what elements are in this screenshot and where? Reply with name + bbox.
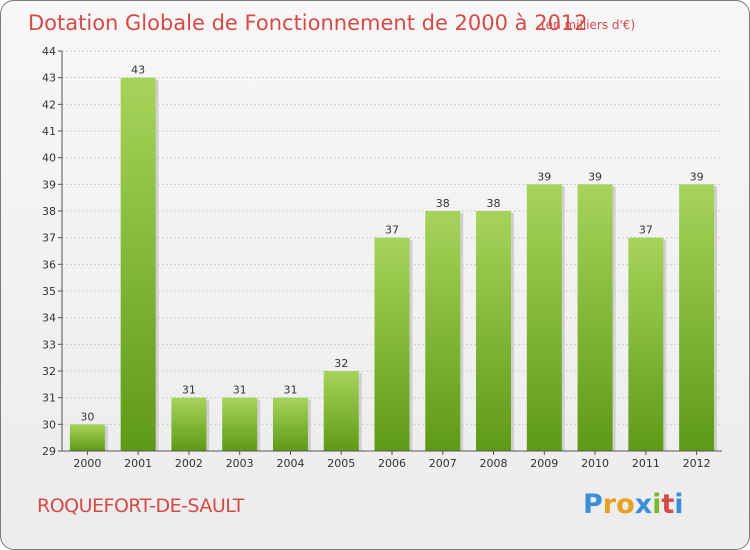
logo-letter: t: [661, 489, 675, 520]
y-tick-label: 29: [42, 445, 56, 458]
y-tick-label: 34: [42, 312, 56, 325]
logo-letter: P: [583, 489, 603, 520]
value-label: 32: [334, 357, 348, 370]
value-label: 31: [233, 384, 247, 397]
logo-letter: o: [616, 489, 635, 520]
logo-letter: x: [634, 489, 653, 520]
bar-layer: 30 43 31 31 31 32 37 38 38 39 39 37 39: [69, 64, 718, 452]
value-label: 39: [690, 170, 704, 183]
bar-2007: [425, 211, 461, 451]
bar-2001: [120, 77, 156, 452]
bar-2012: [679, 184, 715, 452]
y-tick-label: 37: [42, 232, 56, 245]
axis-layer: 29 30 31 32 33 34 35 36 37 38 39 40 41 42 43 44 2000 2001…: [42, 45, 722, 470]
value-label: 30: [80, 410, 94, 423]
proxiti-logo[interactable]: Proxiti: [583, 489, 684, 520]
x-tick-label: 2002: [175, 457, 203, 470]
value-label: 38: [487, 197, 501, 210]
y-tick-label: 38: [42, 205, 56, 218]
value-label: 39: [588, 170, 602, 183]
x-tick-label: 2004: [276, 457, 304, 470]
value-label: 39: [537, 170, 551, 183]
x-tick-label: 2011: [632, 457, 660, 470]
bar-2000: [69, 424, 105, 451]
x-tick-label: 2009: [530, 457, 558, 470]
value-label: 37: [639, 224, 653, 237]
bar-2011: [628, 237, 664, 451]
chart-title: Dotation Globale de Fonctionnement de 20…: [28, 11, 588, 35]
bar-2009: [526, 184, 562, 452]
x-tick-label: 2001: [124, 457, 152, 470]
y-tick-label: 31: [42, 392, 56, 405]
y-tick-label: 35: [42, 285, 56, 298]
value-label: 37: [385, 224, 399, 237]
y-tick-label: 43: [42, 72, 56, 85]
x-tick-label: 2010: [581, 457, 609, 470]
y-tick-label: 39: [42, 178, 56, 191]
y-tick-label: 40: [42, 152, 56, 165]
y-tick-label: 30: [42, 418, 56, 431]
bar-2008: [476, 211, 512, 451]
y-tick-label: 44: [42, 45, 56, 58]
y-tick-label: 42: [42, 98, 56, 111]
bar-2003: [222, 397, 258, 451]
bar-2004: [272, 397, 308, 451]
value-label: 38: [436, 197, 450, 210]
x-tick-label: 2003: [226, 457, 254, 470]
x-tick-label: 2000: [73, 457, 101, 470]
value-label: 31: [182, 384, 196, 397]
bar-2010: [577, 184, 613, 452]
logo-letter: i: [674, 489, 684, 520]
y-tick-label: 33: [42, 338, 56, 351]
y-tick-label: 36: [42, 258, 56, 271]
x-tick-label: 2005: [327, 457, 355, 470]
value-label: 43: [131, 64, 145, 77]
x-tick-label: 2008: [480, 457, 508, 470]
y-tick-label: 41: [42, 125, 56, 138]
bar-2006: [374, 237, 410, 451]
commune-name: ROQUEFORT-DE-SAULT: [37, 495, 244, 517]
value-label: 31: [283, 384, 297, 397]
chart-unit: (en milliers d'€): [541, 18, 635, 32]
bar-2005: [323, 371, 359, 451]
logo-letter: i: [652, 489, 662, 520]
x-tick-label: 2012: [683, 457, 711, 470]
y-tick-label: 32: [42, 365, 56, 378]
logo-letter: r: [602, 489, 617, 520]
bar-2002: [171, 397, 207, 451]
x-tick-label: 2006: [378, 457, 406, 470]
x-tick-label: 2007: [429, 457, 457, 470]
